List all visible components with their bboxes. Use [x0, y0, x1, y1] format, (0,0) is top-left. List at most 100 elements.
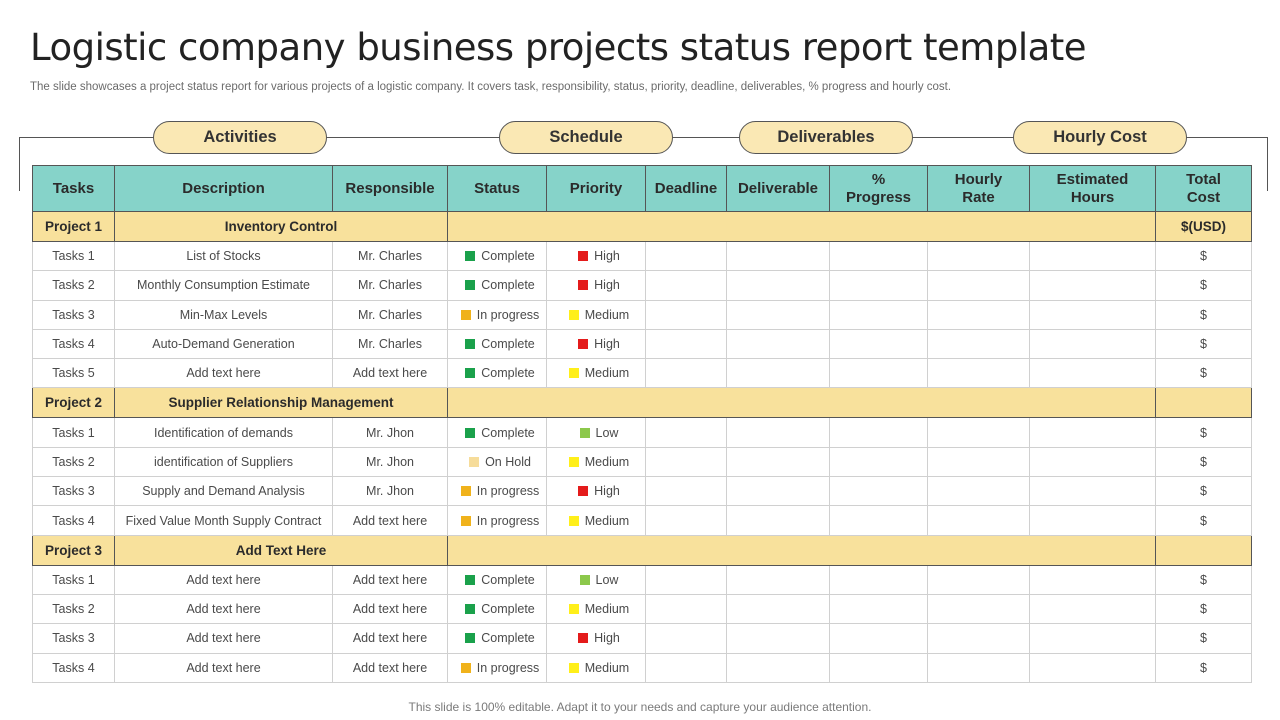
status-indicator-icon [460, 309, 471, 320]
task-deliverable [726, 417, 830, 448]
task-id: Tasks 4 [32, 505, 115, 536]
table-row: Tasks 5 Add text here Add text here Complet… [32, 358, 1252, 389]
status-label: In progress [476, 307, 540, 322]
header-estimated-hours: Estimated Hours [1029, 165, 1156, 212]
table-row: Tasks 4 Add text here Add text here In prog… [32, 652, 1252, 683]
task-id: Tasks 3 [32, 476, 115, 507]
task-deliverable [726, 328, 830, 360]
status-indicator-icon [469, 456, 480, 467]
task-id: Tasks 3 [32, 299, 115, 330]
priority-indicator-icon [568, 604, 579, 615]
task-description: Add text here [114, 652, 333, 683]
task-progress [829, 417, 928, 448]
task-id: Tasks 1 [32, 417, 115, 448]
category-hourly-cost: Hourly Cost [1013, 121, 1187, 154]
status-report-table: Tasks Description Responsible Status Pri… [32, 165, 1252, 683]
task-id: Tasks 3 [32, 623, 115, 654]
status-indicator-icon [460, 486, 471, 497]
project-spacer [447, 211, 1156, 242]
header-deadline: Deadline [645, 165, 727, 212]
task-responsible: Mr. Charles [332, 240, 448, 272]
priority-label: High [594, 631, 620, 646]
status-label: Complete [481, 249, 535, 264]
task-id: Tasks 4 [32, 328, 115, 360]
status-label: Complete [481, 425, 535, 440]
task-priority: Medium [546, 652, 646, 683]
project-label: Project 2 [32, 387, 115, 419]
task-description: Add text here [114, 564, 333, 595]
category-schedule: Schedule [499, 121, 673, 154]
task-priority: High [546, 240, 646, 272]
priority-indicator-icon [579, 427, 590, 438]
task-description: Identification of demands [114, 417, 333, 448]
priority-indicator-icon [578, 251, 589, 262]
status-label: Complete [481, 572, 535, 587]
task-priority: Medium [546, 446, 646, 478]
task-progress [829, 358, 928, 389]
task-progress [829, 564, 928, 595]
task-status: Complete [447, 358, 547, 389]
priority-label: High [594, 278, 620, 293]
table-row: Tasks 1 Identification of demands Mr. Jhon… [32, 417, 1252, 448]
priority-label: Medium [584, 602, 630, 617]
task-responsible: Mr. Jhon [332, 476, 448, 507]
header-responsible: Responsible [332, 165, 448, 212]
project-row: Project 1 Inventory Control $(USD) [32, 211, 1252, 242]
project-label: Project 3 [32, 534, 115, 566]
task-progress [829, 328, 928, 360]
status-indicator-icon [465, 427, 476, 438]
priority-label: Medium [584, 660, 630, 675]
project-name: Inventory Control [114, 211, 448, 242]
task-estimated-hours [1029, 270, 1156, 301]
task-total-cost: $ [1155, 328, 1252, 360]
priority-indicator-icon [578, 280, 589, 291]
status-label: In progress [476, 484, 540, 499]
project-row: Project 3 Add Text Here [32, 534, 1252, 566]
task-deadline [645, 593, 727, 625]
task-priority: Medium [546, 299, 646, 330]
task-total-cost: $ [1155, 240, 1252, 272]
status-label: Complete [481, 631, 535, 646]
task-deliverable [726, 358, 830, 389]
task-hourly-rate [927, 299, 1030, 330]
priority-indicator-icon [568, 515, 579, 526]
priority-label: Low [595, 572, 619, 587]
priority-indicator-icon [568, 456, 579, 467]
task-status: In progress [447, 652, 547, 683]
task-hourly-rate [927, 652, 1030, 683]
task-status: Complete [447, 564, 547, 595]
project-total: $(USD) [1155, 211, 1252, 242]
task-id: Tasks 2 [32, 593, 115, 625]
task-priority: High [546, 270, 646, 301]
task-id: Tasks 1 [32, 240, 115, 272]
task-status: Complete [447, 328, 547, 360]
task-description: List of Stocks [114, 240, 333, 272]
status-label: Complete [481, 278, 535, 293]
status-label: In progress [476, 513, 540, 528]
task-description: Auto-Demand Generation [114, 328, 333, 360]
task-responsible: Mr. Charles [332, 299, 448, 330]
status-label: In progress [476, 660, 540, 675]
header-priority: Priority [546, 165, 646, 212]
status-label: Complete [481, 337, 535, 352]
task-progress [829, 652, 928, 683]
task-responsible: Add text here [332, 505, 448, 536]
task-description: identification of Suppliers [114, 446, 333, 478]
status-label: Complete [481, 366, 535, 381]
task-progress [829, 623, 928, 654]
task-estimated-hours [1029, 328, 1156, 360]
task-deadline [645, 623, 727, 654]
priority-label: Medium [584, 513, 630, 528]
task-hourly-rate [927, 358, 1030, 389]
task-priority: High [546, 476, 646, 507]
table-row: Tasks 3 Add text here Add text here Complet… [32, 623, 1252, 654]
task-priority: High [546, 623, 646, 654]
task-description: Supply and Demand Analysis [114, 476, 333, 507]
task-progress [829, 446, 928, 478]
task-hourly-rate [927, 564, 1030, 595]
task-progress [829, 270, 928, 301]
task-total-cost: $ [1155, 564, 1252, 595]
task-deliverable [726, 270, 830, 301]
task-priority: High [546, 328, 646, 360]
priority-indicator-icon [568, 368, 579, 379]
